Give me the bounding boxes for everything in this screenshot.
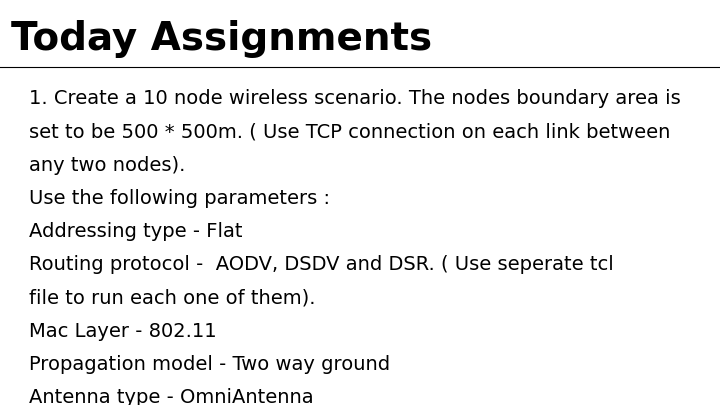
Text: Antenna type - OmniAntenna: Antenna type - OmniAntenna [29,388,313,405]
Text: Today Assignments: Today Assignments [11,20,432,58]
Text: set to be 500 * 500m. ( Use TCP connection on each link between: set to be 500 * 500m. ( Use TCP connecti… [29,122,670,141]
Text: Addressing type - Flat: Addressing type - Flat [29,222,243,241]
Text: Use the following parameters :: Use the following parameters : [29,189,330,208]
Text: any two nodes).: any two nodes). [29,156,185,175]
Text: Propagation model - Two way ground: Propagation model - Two way ground [29,355,390,374]
Text: Mac Layer - 802.11: Mac Layer - 802.11 [29,322,217,341]
Text: Routing protocol -  AODV, DSDV and DSR. ( Use seperate tcl: Routing protocol - AODV, DSDV and DSR. (… [29,255,613,274]
Text: 1. Create a 10 node wireless scenario. The nodes boundary area is: 1. Create a 10 node wireless scenario. T… [29,89,680,108]
Text: file to run each one of them).: file to run each one of them). [29,288,315,307]
